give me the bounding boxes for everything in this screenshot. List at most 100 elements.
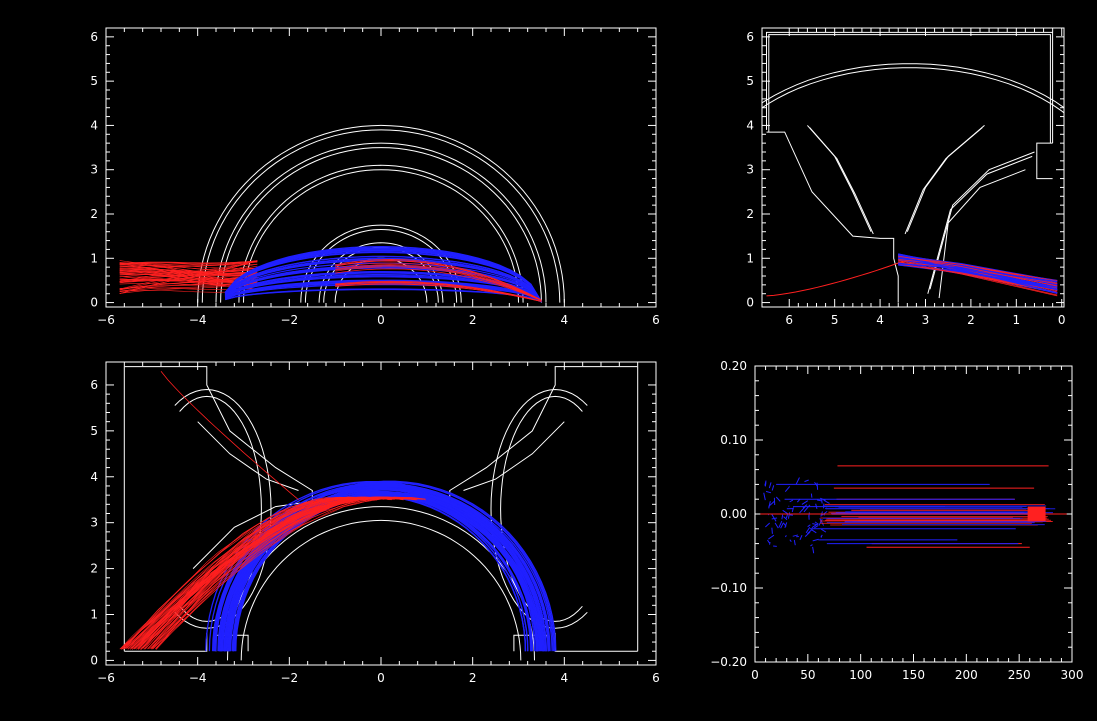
y-tick-label: 6 — [90, 378, 98, 392]
x-tick-label: 1 — [1012, 313, 1020, 327]
blue-trajectory — [224, 249, 542, 303]
vessel-wall — [766, 131, 899, 303]
red-trajectory — [335, 265, 542, 301]
blue-step — [812, 538, 819, 542]
red-trajectory — [335, 283, 542, 302]
blue-trajectory — [224, 486, 547, 652]
blue-trajectory — [898, 263, 1058, 283]
x-tick-label: 3 — [922, 313, 930, 327]
blue-trajectory — [898, 255, 1058, 294]
x-tick-label: −6 — [97, 313, 115, 327]
plot-area — [119, 124, 565, 303]
blue-step — [782, 509, 789, 515]
x-tick-label: 2 — [469, 313, 477, 327]
red-trajectory — [335, 259, 542, 301]
blue-step — [813, 525, 819, 529]
vessel-wall — [123, 366, 313, 652]
blue-step — [768, 501, 771, 509]
blue-step — [771, 517, 778, 520]
red-trajectory — [125, 497, 411, 649]
red-trajectory — [335, 264, 542, 301]
red-trajectory — [130, 497, 415, 649]
blue-step — [811, 529, 817, 534]
panel-top-right: 6 5 4 3 2 1 0 0 1 2 3 4 5 6 — [746, 27, 1066, 327]
y-tick-label: 2 — [90, 562, 98, 576]
blue-step — [771, 527, 773, 534]
red-trajectory — [335, 266, 542, 301]
blue-step — [789, 499, 794, 503]
blue-trajectory — [225, 288, 542, 303]
blue-step — [768, 534, 775, 540]
blue-step — [816, 482, 819, 490]
red-trajectory — [119, 261, 258, 268]
y-tick-label: 2 — [746, 207, 754, 221]
y-tick-label: 1 — [90, 251, 98, 265]
y-tick-label: 0 — [746, 296, 754, 310]
red-trajectory — [147, 496, 371, 649]
blue-trajectory — [220, 495, 527, 652]
blue-step — [784, 522, 788, 529]
blue-trajectory — [224, 284, 542, 303]
vessel-arc — [197, 124, 565, 303]
vessel-arc — [240, 519, 522, 661]
blue-step — [811, 524, 818, 529]
x-tick-label: 4 — [561, 671, 569, 685]
plot-frame — [761, 27, 1065, 308]
red-trajectory — [160, 370, 299, 501]
blue-trajectory — [217, 492, 529, 652]
blue-trajectory — [224, 248, 542, 303]
plot-area — [119, 366, 639, 661]
x-tick-label: 4 — [876, 313, 884, 327]
blue-step — [810, 544, 813, 547]
red-trajectory — [335, 262, 542, 301]
vessel-arc — [243, 169, 519, 303]
x-tick-label: 100 — [849, 668, 872, 682]
vessel-arc — [220, 147, 542, 303]
coil-curve — [463, 421, 565, 491]
red-trajectory — [143, 497, 370, 650]
blue-trajectory — [224, 259, 542, 303]
blue-trajectory — [224, 257, 542, 303]
x-tick-label: 50 — [800, 668, 815, 682]
coil-curve — [904, 127, 983, 235]
blue-trajectory — [224, 255, 542, 303]
blue-step — [807, 524, 811, 528]
blue-step — [807, 528, 813, 535]
blue-step — [784, 486, 791, 492]
red-trajectory — [119, 264, 258, 271]
y-tick-label: 4 — [90, 118, 98, 132]
blue-step — [778, 520, 783, 528]
red-trajectory — [766, 257, 913, 297]
plot-area — [762, 31, 1064, 303]
blue-step — [821, 510, 828, 516]
blue-step — [799, 535, 803, 541]
red-trajectory — [119, 274, 258, 291]
vessel-wall — [554, 632, 638, 652]
y-tick-label: 5 — [90, 74, 98, 88]
y-tick-label: 0.20 — [720, 359, 747, 373]
blue-trajectory — [223, 490, 538, 652]
y-tick-label: 1 — [746, 251, 754, 265]
y-tick-label: 5 — [90, 424, 98, 438]
blue-trajectory — [220, 489, 538, 652]
plot-frame — [105, 361, 657, 666]
red-trajectory — [123, 497, 414, 650]
blue-trajectory — [230, 493, 540, 652]
coil-curve — [929, 151, 1035, 290]
red-trajectory — [149, 497, 427, 650]
blue-step — [768, 500, 776, 507]
blue-step — [812, 546, 815, 554]
vessel-arc — [215, 142, 547, 303]
x-tick-label: 6 — [785, 313, 793, 327]
y-tick-label: 4 — [746, 118, 754, 132]
red-trajectory — [119, 277, 258, 283]
blue-step — [801, 500, 809, 505]
red-trajectory — [156, 497, 408, 650]
blue-step — [793, 539, 796, 546]
vessel-arc — [238, 164, 524, 303]
blue-step — [765, 522, 771, 528]
y-tick-label: 3 — [746, 163, 754, 177]
blue-step — [814, 521, 819, 525]
vessel-wall — [768, 34, 1051, 144]
